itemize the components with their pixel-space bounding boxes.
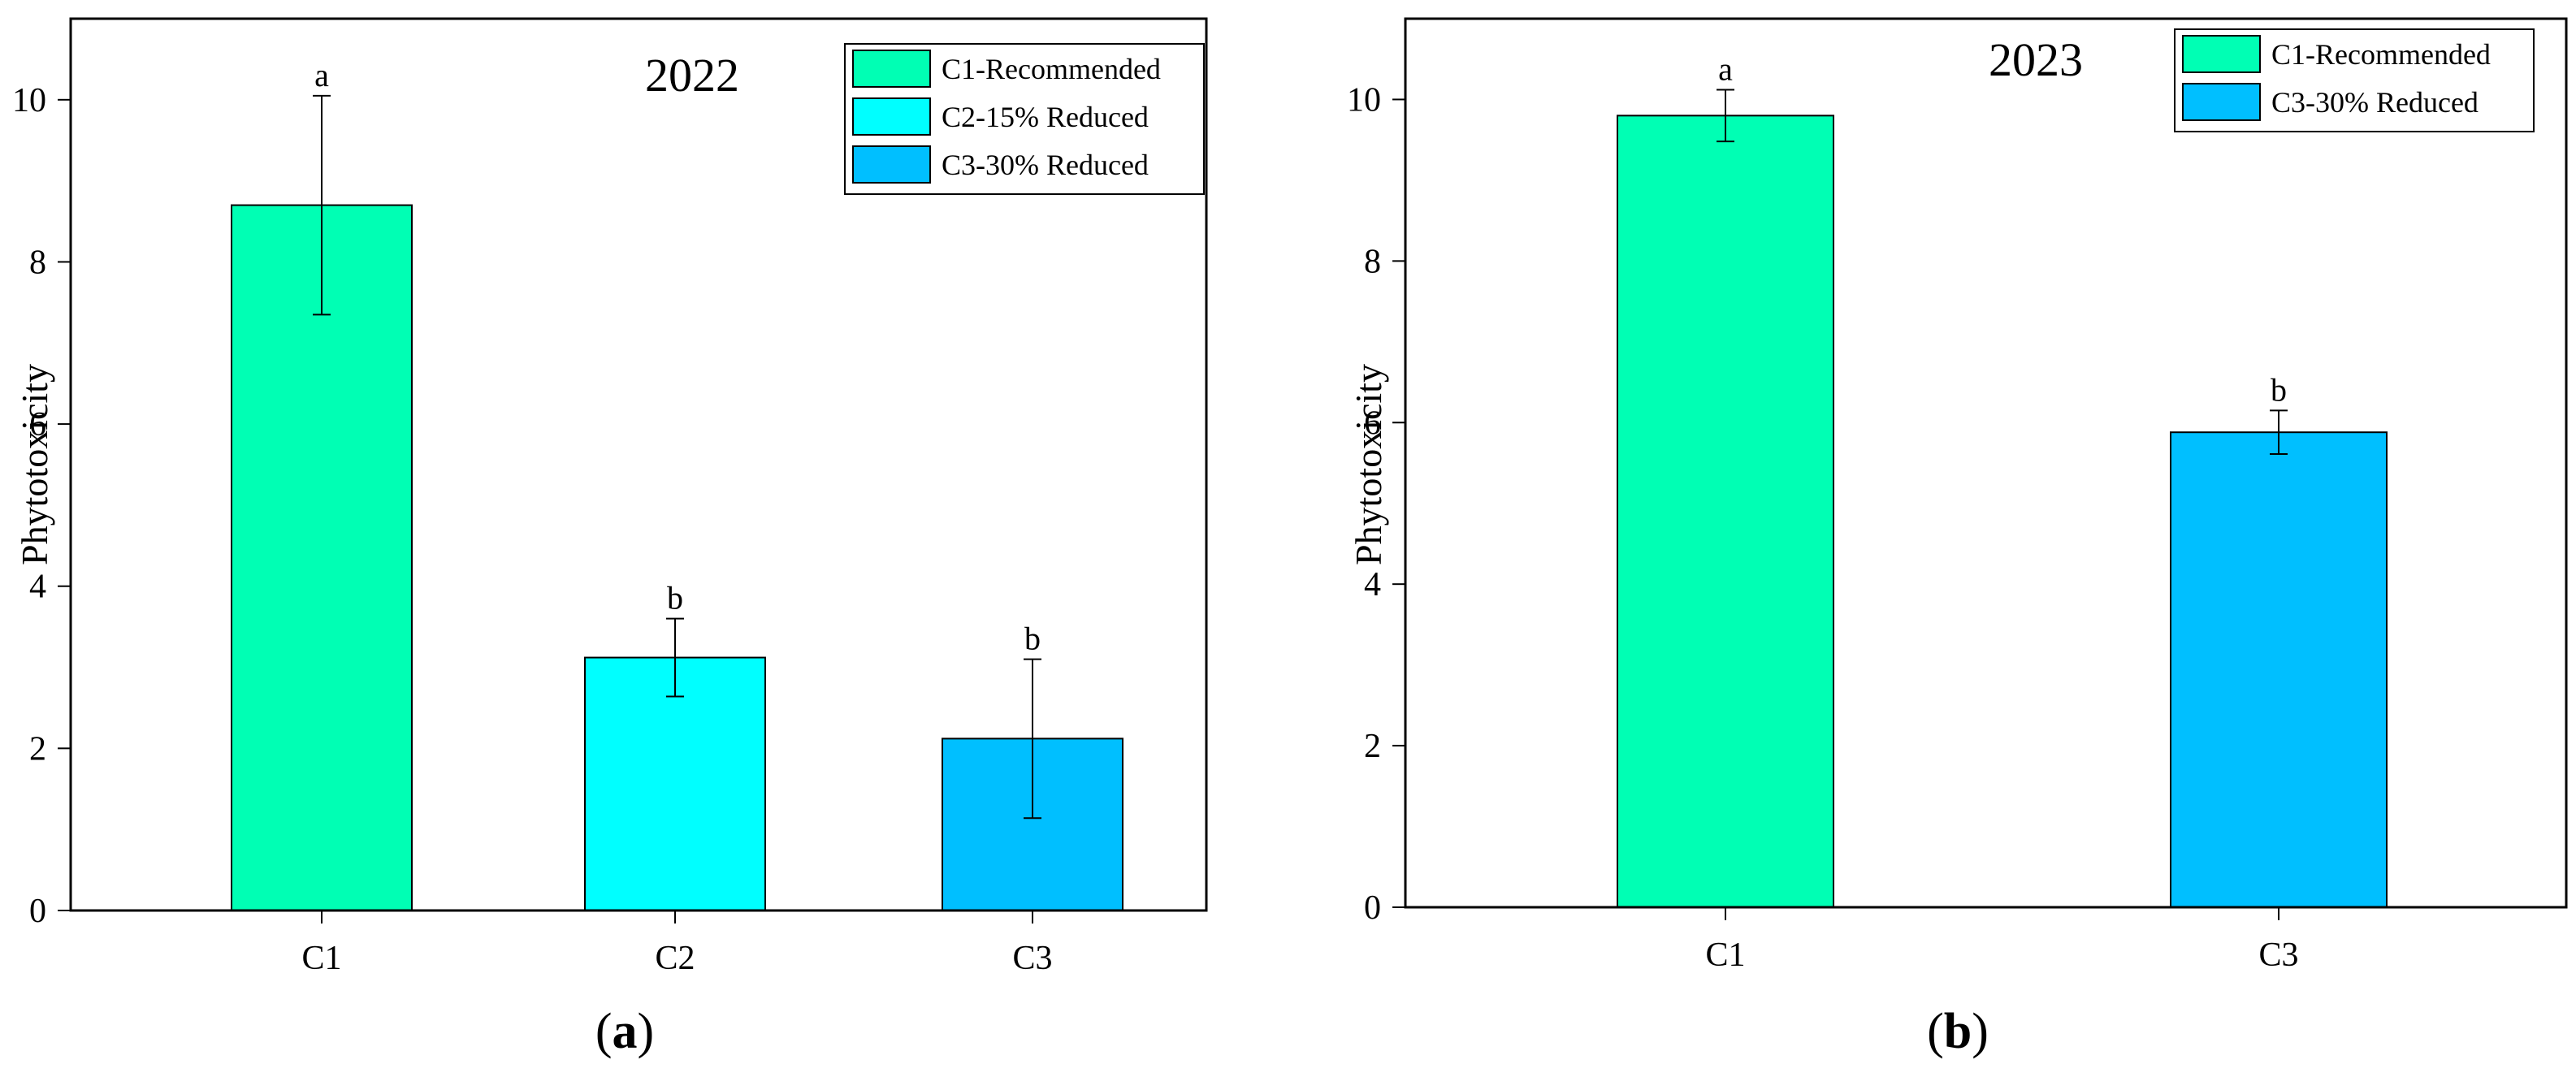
y-tick-label: 4	[1364, 566, 1381, 603]
legend-swatch	[2182, 83, 2261, 121]
x-tick-label: C3	[2258, 936, 2298, 974]
y-tick-label: 6	[29, 406, 46, 443]
x-tick-label: C1	[1705, 936, 1745, 974]
chart-title: 2022	[645, 49, 739, 102]
legend-swatch	[852, 97, 931, 136]
plot-frame	[69, 17, 1208, 912]
significance-letter: b	[2271, 371, 2287, 408]
significance-letter: a	[1718, 51, 1733, 88]
bar-c1	[1617, 115, 1834, 908]
y-axis-title: Phytotoxicity	[14, 364, 55, 565]
y-axis-title: Phytotoxicity	[1348, 364, 1389, 565]
legend-label: C1-Recommended	[2271, 38, 2491, 71]
y-tick-label: 0	[1364, 889, 1381, 927]
y-tick-label: 2	[29, 730, 46, 768]
panel-letter: b	[1944, 1004, 1972, 1059]
y-tick-label: 10	[12, 82, 46, 119]
plot-frame	[1404, 17, 2568, 909]
panel-label: (a)	[595, 1004, 654, 1059]
panel-letter: a	[613, 1004, 638, 1059]
x-tick-label: C3	[1012, 940, 1052, 977]
y-tick-label: 8	[29, 244, 46, 281]
y-tick-label: 0	[29, 893, 46, 930]
legend-label: C2-15% Reduced	[942, 101, 1149, 133]
significance-letter: b	[667, 580, 683, 616]
legend-swatch	[852, 145, 931, 184]
legend-label: C3-30% Reduced	[942, 149, 1149, 181]
x-tick-label: C1	[301, 940, 341, 977]
legend-swatch	[852, 50, 931, 88]
significance-letter: a	[314, 57, 329, 93]
bar-c3	[2170, 431, 2388, 908]
legend-label: C1-Recommended	[942, 53, 1161, 85]
y-tick-label: 8	[1364, 243, 1381, 280]
bar-c1	[231, 204, 413, 911]
panel-label: (b)	[1927, 1004, 1989, 1059]
significance-letter: b	[1024, 621, 1041, 657]
y-tick-label: 6	[1364, 404, 1381, 442]
chart-title: 2023	[1989, 33, 2083, 86]
y-tick-label: 2	[1364, 728, 1381, 765]
y-tick-label: 10	[1347, 81, 1381, 119]
y-tick-label: 4	[29, 569, 46, 606]
x-tick-label: C2	[655, 940, 695, 977]
legend-label: C3-30% Reduced	[2271, 86, 2479, 119]
legend-swatch	[2182, 35, 2261, 73]
